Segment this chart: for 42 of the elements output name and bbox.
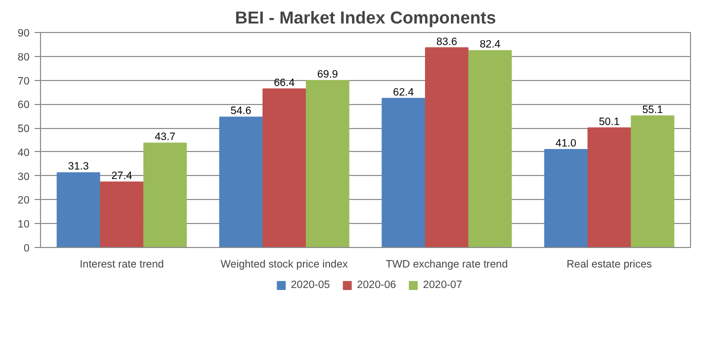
bar (425, 47, 468, 248)
y-tick-label: 60 (18, 99, 30, 112)
y-tick-label: 90 (18, 28, 30, 40)
data-label: 43.7 (154, 131, 176, 144)
x-tick-label: Real estate prices (566, 258, 652, 270)
y-tick-label: 30 (18, 170, 30, 183)
bar (468, 50, 512, 248)
data-label: 31.3 (68, 160, 89, 173)
bar (382, 98, 426, 248)
data-label: 62.4 (393, 86, 414, 98)
y-tick-label: 40 (18, 146, 30, 159)
bar (262, 88, 306, 248)
y-tick-label: 70 (18, 75, 30, 88)
data-label: 83.6 (436, 36, 458, 48)
data-label: 66.4 (274, 76, 295, 89)
data-label: 54.6 (230, 105, 252, 118)
bar (588, 127, 631, 248)
bar (143, 142, 187, 248)
y-tick-label: 0 (24, 242, 30, 254)
y-tick-label: 80 (18, 51, 30, 64)
y-tick-label: 50 (18, 123, 30, 136)
bar (630, 115, 674, 248)
bar (56, 172, 100, 248)
data-label: 55.1 (642, 104, 664, 116)
data-label: 41.0 (556, 138, 576, 150)
legend-label: 2020-05 (290, 279, 330, 291)
y-tick-label: 10 (18, 218, 30, 231)
bar (544, 149, 588, 248)
legend-label: 2020-07 (423, 279, 462, 291)
data-label: 82.4 (480, 38, 501, 51)
bar (306, 80, 350, 248)
chart-title: BEI - Market Index Components (235, 8, 496, 28)
y-tick-label: 20 (18, 194, 30, 207)
x-tick-label: Interest rate trend (80, 258, 164, 270)
bar (100, 182, 144, 248)
data-label: 50.1 (598, 116, 620, 128)
legend-label: 2020-06 (356, 279, 396, 291)
bar (219, 116, 263, 248)
x-tick-label: Weighted stock price index (220, 258, 348, 270)
x-tick-label: TWD exchange rate trend (386, 258, 508, 270)
data-label: 69.9 (317, 68, 338, 81)
data-label: 27.4 (111, 170, 132, 182)
